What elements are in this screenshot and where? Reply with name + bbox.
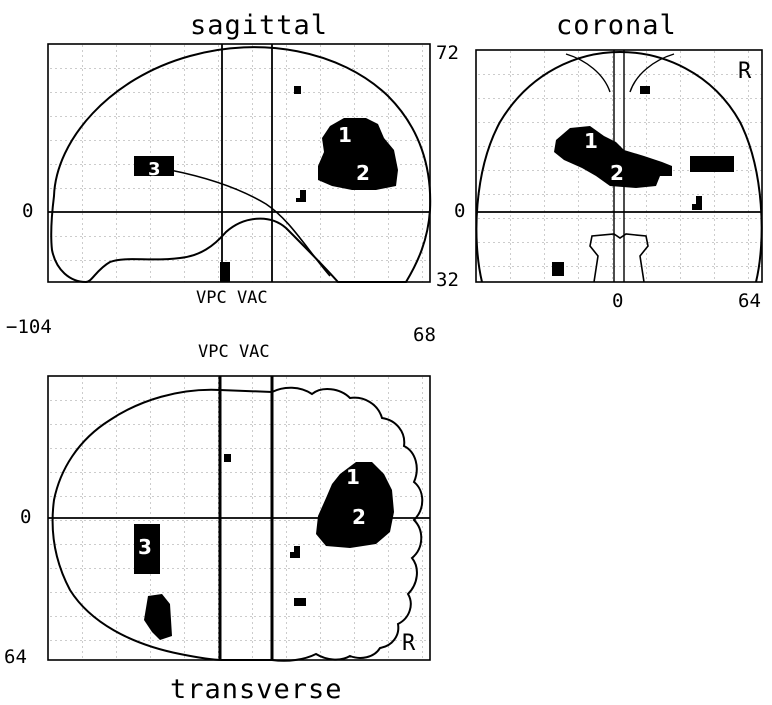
- coronal-x-max-label: 64: [738, 290, 761, 312]
- coronal-side-marker: R: [738, 59, 752, 84]
- coronal-small-blob-bottom: [552, 262, 564, 276]
- transverse-frame: [47, 375, 431, 661]
- sagittal-cluster-3-label: 3: [148, 159, 161, 180]
- sagittal-vpc-vac-label: VPC VAC: [196, 288, 268, 308]
- sagittal-title: sagittal: [190, 10, 329, 41]
- sagittal-small-blob-mid: [296, 190, 306, 202]
- coronal-brainstem-outline: [589, 233, 649, 283]
- sagittal-cluster-1-2-blob: [318, 118, 398, 190]
- sagittal-x-min-label: −104: [6, 316, 52, 338]
- sagittal-cluster-1-label: 1: [338, 123, 352, 147]
- transverse-cluster-3-blob: [134, 524, 160, 574]
- sagittal-x-max-label: 68: [413, 324, 436, 346]
- transverse-cluster-3-label: 3: [138, 535, 152, 559]
- sagittal-small-blob-top: [294, 86, 301, 94]
- transverse-small-blob-bottom: [294, 598, 306, 606]
- coronal-side-blob: [690, 156, 734, 172]
- coronal-cluster-1-label: 1: [584, 129, 598, 153]
- transverse-brain-outline: [51, 386, 424, 662]
- coronal-small-blob-top: [640, 86, 650, 94]
- transverse-small-blob-top: [224, 454, 231, 462]
- coronal-z-origin-label: 0: [454, 200, 466, 222]
- transverse-y-origin-label: 0: [20, 506, 32, 528]
- coronal-title: coronal: [556, 10, 677, 41]
- transverse-y-bottom-label: 64: [4, 646, 27, 668]
- transverse-cluster-1-2-blob: [316, 462, 394, 548]
- coronal-right-hemisphere-curve: [629, 53, 675, 93]
- sagittal-inner-line: [169, 169, 331, 277]
- sagittal-small-blob-bottom: [220, 262, 230, 282]
- transverse-side-marker: R: [402, 631, 416, 656]
- transverse-title: transverse: [170, 674, 343, 705]
- transverse-lower-blob: [144, 594, 172, 640]
- sagittal-y-origin-label: 0: [22, 200, 34, 222]
- coronal-z-top-label: 72: [436, 42, 459, 64]
- coronal-left-hemisphere-curve: [565, 53, 611, 93]
- transverse-cluster-2-label: 2: [352, 505, 366, 529]
- coronal-x-zero-label: 0: [612, 290, 624, 312]
- sagittal-frame: [47, 43, 431, 283]
- coronal-head-outline: [475, 50, 763, 283]
- sagittal-cluster-2-label: 2: [356, 161, 370, 185]
- coronal-small-blob-mid: [692, 196, 702, 210]
- sagittal-cluster-3-blob: [134, 156, 174, 176]
- coronal-z-bottom-label: 32: [436, 269, 459, 291]
- coronal-cluster-1-2-blob: [554, 126, 672, 188]
- coronal-frame: [475, 49, 763, 283]
- transverse-cluster-1-label: 1: [346, 465, 360, 489]
- transverse-small-blob-mid: [290, 546, 300, 558]
- coronal-cluster-2-label: 2: [610, 161, 624, 185]
- transverse-vpc-vac-label: VPC VAC: [198, 342, 270, 362]
